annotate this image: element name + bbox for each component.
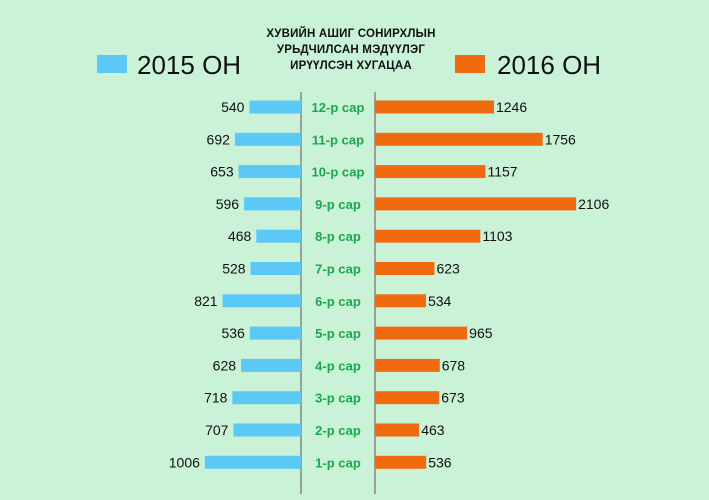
data-label-2016-7: 623 [436, 261, 460, 277]
category-label-4: 4-р сар [315, 358, 361, 373]
bar-2016-5 [375, 326, 468, 340]
data-label-2015-8: 468 [228, 228, 252, 244]
bar-2016-7 [375, 262, 435, 275]
bar-2015-2 [233, 423, 301, 437]
category-label-9: 9-р сар [315, 197, 361, 212]
bar-2015-12 [249, 100, 301, 114]
legend-swatch-2015 [97, 55, 127, 73]
bar-2016-9 [375, 197, 577, 211]
category-label-1: 1-р сар [315, 455, 361, 470]
bar-2016-4 [375, 358, 440, 372]
category-label-12: 12-р сар [312, 100, 365, 115]
data-label-2016-5: 965 [469, 325, 493, 341]
chart-title-line-2: УРЬДЧИЛСАН МЭДҮҮЛЭГ [276, 44, 426, 56]
category-label-11: 11-р сар [312, 132, 364, 147]
bar-2016-12 [375, 100, 494, 114]
data-label-2016-4: 678 [442, 357, 466, 373]
data-label-2015-4: 628 [213, 357, 237, 373]
bar-2015-7 [250, 262, 301, 275]
bar-2016-6 [375, 294, 426, 308]
chart-title-line-3: ИРҮҮЛСЭН ХУГАЦАА [290, 60, 412, 72]
category-label-7: 7-р сар [315, 262, 361, 277]
bar-2015-11 [234, 132, 301, 146]
category-label-8: 8-р сар [315, 229, 361, 244]
bar-2015-1 [204, 455, 301, 469]
category-label-2: 2-р сар [315, 423, 361, 438]
data-label-2016-3: 673 [441, 390, 465, 406]
data-label-2015-1: 1006 [169, 454, 200, 470]
legend-swatch-2016 [455, 55, 485, 73]
bar-2016-8 [375, 229, 481, 243]
category-label-3: 3-р сар [315, 391, 361, 406]
data-label-2016-8: 1103 [482, 228, 512, 244]
data-label-2015-2: 707 [205, 422, 229, 438]
bar-2015-5 [249, 326, 301, 340]
category-label-6: 6-р сар [315, 294, 361, 309]
bar-2016-2 [375, 423, 420, 437]
bar-2016-11 [375, 132, 543, 146]
data-label-2016-12: 1246 [496, 99, 527, 115]
bar-2016-1 [375, 455, 427, 469]
data-label-2016-2: 463 [421, 422, 445, 438]
legend-label-2016: 2016 ОН [497, 50, 602, 80]
data-label-2015-3: 718 [204, 390, 228, 406]
bar-2016-3 [375, 391, 440, 405]
data-label-2016-6: 534 [428, 293, 452, 309]
data-label-2015-12: 540 [221, 99, 245, 115]
chart-title-line-1: ХУВИЙН АШИГ СОНИРХЛЫН [266, 28, 436, 40]
data-label-2015-9: 596 [216, 196, 240, 212]
data-label-2016-10: 1157 [487, 164, 517, 180]
data-label-2016-9: 2106 [578, 196, 609, 212]
data-label-2016-1: 536 [428, 454, 452, 470]
data-label-2015-10: 653 [210, 164, 234, 180]
category-label-10: 10-р сар [312, 165, 365, 180]
data-label-2015-6: 821 [194, 293, 218, 309]
bar-2015-10 [238, 165, 301, 179]
data-label-2015-11: 692 [207, 131, 231, 147]
bar-2015-9 [244, 197, 301, 211]
category-label-5: 5-р сар [315, 326, 361, 341]
bar-2015-6 [222, 294, 301, 308]
bar-2015-8 [256, 229, 301, 243]
bar-2015-3 [232, 391, 301, 405]
bar-2015-4 [241, 358, 301, 372]
data-label-2016-11: 1756 [545, 131, 576, 147]
data-label-2015-7: 528 [222, 261, 246, 277]
data-label-2015-5: 536 [221, 325, 245, 341]
legend-label-2015: 2015 ОН [137, 50, 242, 80]
bar-2016-10 [375, 165, 486, 179]
chart-title: ХУВИЙН АШИГ СОНИРХЛЫН УРЬДЧИЛСАН МЭДҮҮЛЭ… [226, 26, 476, 74]
